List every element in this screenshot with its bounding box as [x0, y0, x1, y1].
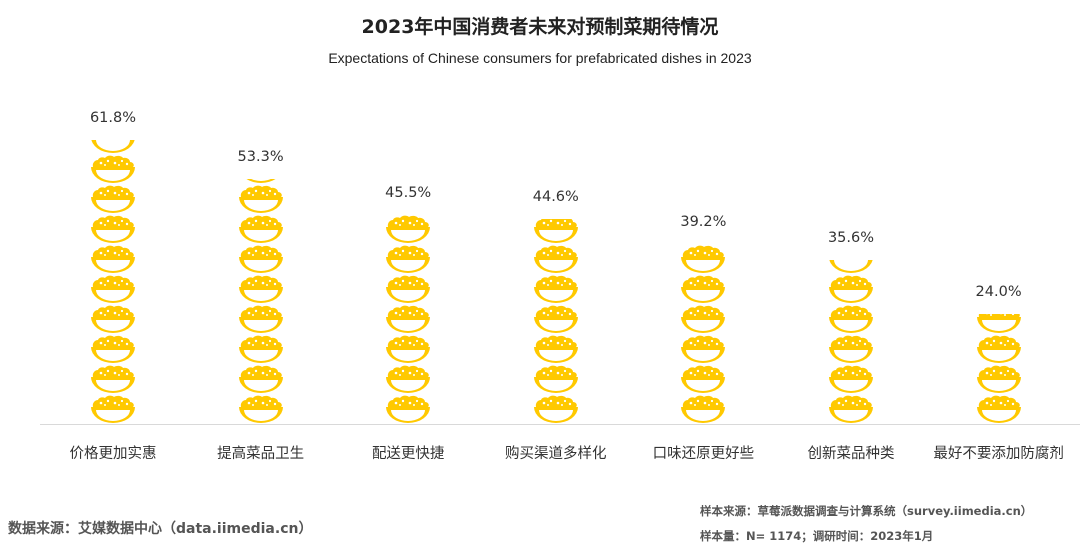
food-bowl-icon [237, 184, 285, 214]
food-bowl-icon [89, 244, 137, 274]
food-bowl-icon [384, 244, 432, 274]
data-label: 61.8% [89, 110, 137, 126]
food-bowl-icon [237, 179, 285, 184]
food-bowl-icon [237, 304, 285, 334]
food-bowl-icon [237, 274, 285, 304]
data-label: 39.2% [680, 213, 727, 230]
food-bowl-icon [384, 394, 432, 424]
food-bowl-icon [827, 304, 875, 334]
food-bowl-icon [975, 364, 1023, 394]
sample-size: 样本量：N= 1174；调研时间：2023年1月 [700, 529, 934, 543]
food-bowl-icon [384, 334, 432, 364]
category-label: 配送更快捷 [371, 446, 445, 462]
data-label: 45.5% [385, 184, 432, 201]
food-bowl-icon [89, 364, 137, 394]
category-label: 提高菜品卫生 [217, 446, 305, 462]
pictogram-bar-6 [975, 313, 1023, 424]
food-bowl-icon [975, 394, 1023, 424]
food-bowl-icon [89, 394, 137, 424]
food-bowl-icon [827, 274, 875, 304]
food-bowl-icon [679, 304, 727, 334]
food-bowl-icon [237, 334, 285, 364]
data-label: 24.0% [975, 283, 1022, 300]
food-bowl-icon [384, 304, 432, 334]
food-bowl-icon [532, 364, 580, 394]
food-bowl-icon [975, 334, 1023, 364]
data-label: 44.6% [532, 189, 579, 206]
chart-title: 2023年中国消费者未来对预制菜期待情况 [361, 16, 719, 38]
food-bowl-icon [237, 394, 285, 424]
food-bowl-icon [384, 274, 432, 304]
pictogram-bar-2 [384, 215, 432, 424]
food-bowl-icon [384, 215, 432, 244]
sample-source: 样本来源：草莓派数据调查与计算系统（survey.iimedia.cn） [700, 504, 1033, 518]
food-bowl-icon [532, 274, 580, 304]
food-bowl-icon [975, 313, 1023, 334]
x-axis-line [40, 424, 1080, 425]
food-bowl-icon [827, 394, 875, 424]
food-bowl-icon [89, 274, 137, 304]
data-source: 数据来源：艾媒数据中心（data.iimedia.cn） [8, 521, 313, 537]
food-bowl-icon [679, 394, 727, 424]
pictogram-bar-4 [679, 244, 727, 424]
food-bowl-icon [532, 304, 580, 334]
food-bowl-icon [679, 334, 727, 364]
food-bowl-icon [532, 244, 580, 274]
food-bowl-icon [532, 394, 580, 424]
food-bowl-icon [384, 364, 432, 394]
food-bowl-icon [237, 244, 285, 274]
food-bowl-icon [237, 364, 285, 394]
food-bowl-icon [827, 260, 875, 274]
food-bowl-icon [827, 364, 875, 394]
data-label: 53.3% [237, 149, 284, 166]
food-bowl-icon [532, 334, 580, 364]
chart-subtitle: Expectations of Chinese consumers for pr… [328, 50, 752, 66]
pictogram-bar-1 [237, 179, 285, 424]
food-bowl-icon [89, 304, 137, 334]
food-bowl-icon [679, 274, 727, 304]
pictogram-bar-5 [827, 260, 875, 424]
food-bowl-icon [89, 154, 137, 184]
food-bowl-icon [89, 140, 137, 154]
food-bowl-icon [89, 214, 137, 244]
food-bowl-icon [679, 364, 727, 394]
food-bowl-icon [89, 334, 137, 364]
food-bowl-icon [89, 184, 137, 214]
pictogram-bar-3 [532, 219, 580, 424]
pictogram-chart: 61.8% 价格更加实惠 53.3% 提高菜品卫生 45.5% 配送更快捷 44.6% 购买渠… [69, 110, 1064, 462]
category-label: 购买渠道多样化 [505, 446, 607, 462]
food-bowl-icon [532, 219, 580, 244]
food-bowl-icon [827, 334, 875, 364]
category-label: 口味还原更好些 [652, 446, 755, 462]
category-label: 创新菜品种类 [807, 446, 895, 462]
pictogram-bar-0 [89, 140, 137, 424]
food-bowl-icon [679, 244, 727, 274]
food-bowl-icon [237, 214, 285, 244]
category-label: 最好不要添加防腐剂 [933, 446, 1064, 462]
data-label: 35.6% [827, 230, 875, 247]
category-label: 价格更加实惠 [69, 446, 157, 462]
